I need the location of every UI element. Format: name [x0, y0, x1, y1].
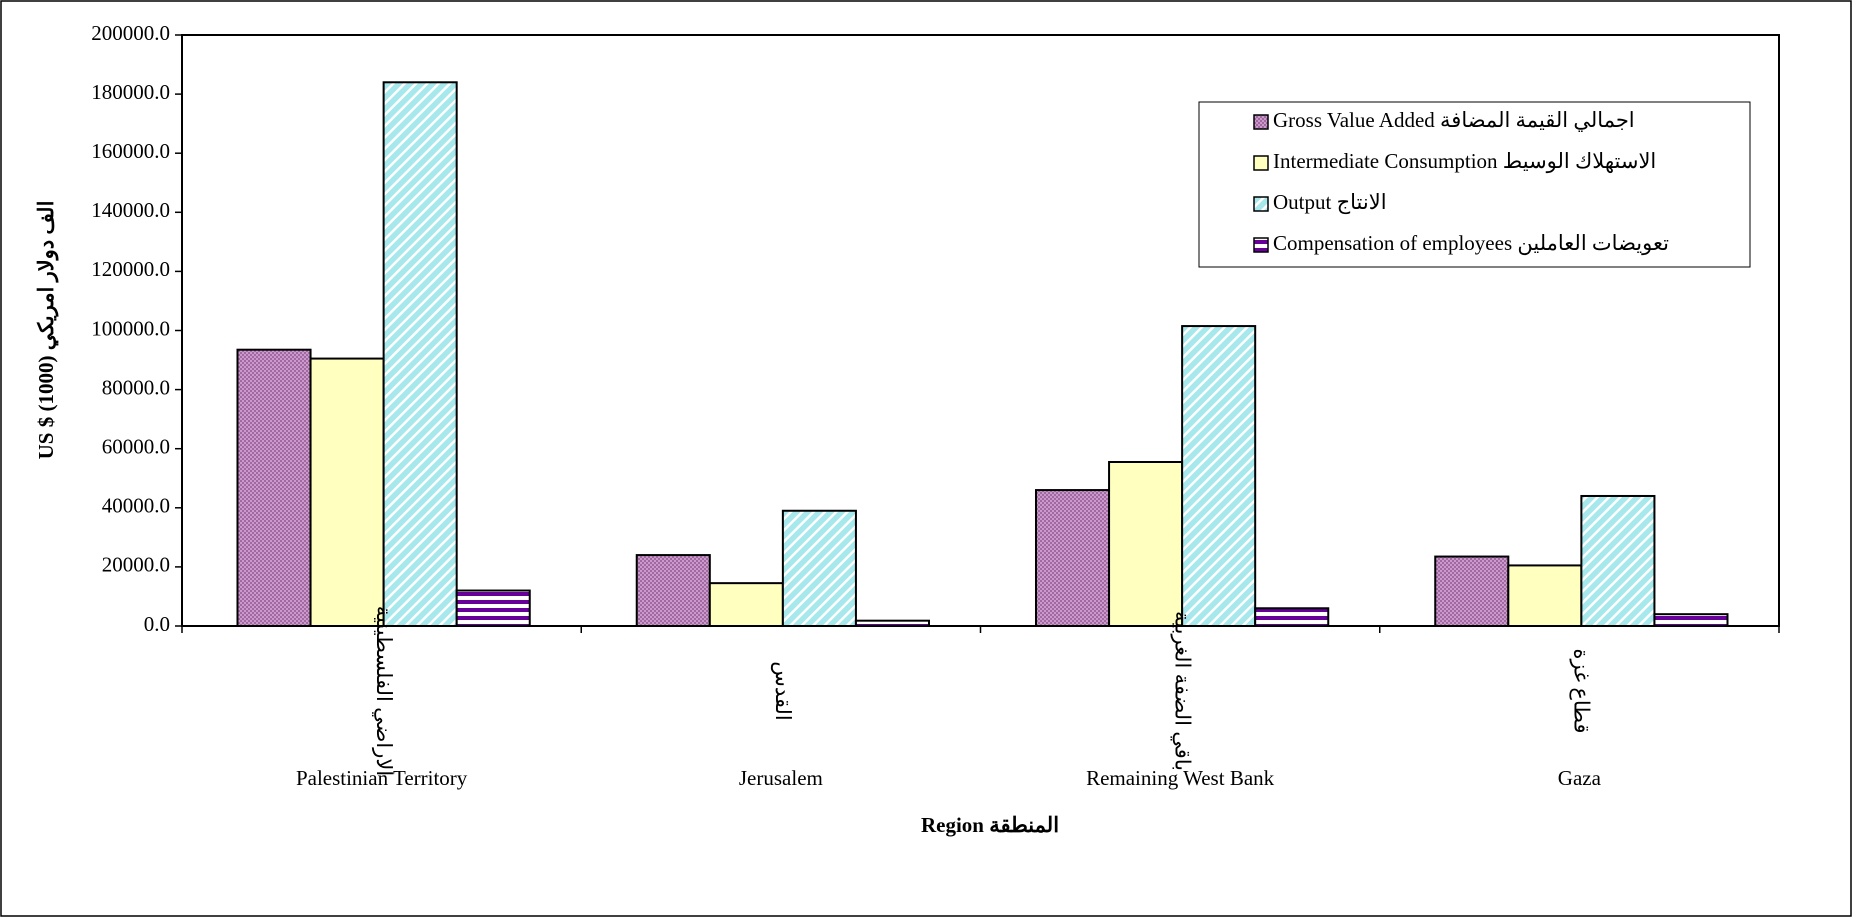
y-tick-label: 20000.0: [102, 553, 170, 577]
y-tick-label: 200000.0: [91, 21, 170, 45]
y-tick-label: 180000.0: [91, 80, 170, 104]
legend-label: Compensation of employees تعويضات العامل…: [1273, 231, 1669, 256]
y-tick-label: 80000.0: [102, 375, 170, 399]
bar: [708, 582, 784, 628]
legend-label: Intermediate Consumption الاستهلاك الوسي…: [1273, 149, 1656, 174]
legend-swatch: [1253, 196, 1269, 212]
legend-label: Output الانتاج: [1273, 190, 1387, 215]
legend-swatch: [1253, 237, 1269, 253]
legend-label: Gross Value Added اجمالي القيمة المضافة: [1273, 108, 1635, 132]
y-tick-label: 0.0: [144, 612, 170, 636]
bar: [1434, 555, 1510, 627]
x-tick-label: Gaza: [1558, 766, 1602, 790]
bar: [1254, 607, 1330, 628]
bar: [1653, 613, 1729, 627]
bar: [382, 81, 458, 627]
legend-swatch: [1253, 155, 1269, 171]
y-tick-label: 140000.0: [91, 198, 170, 222]
bar: [781, 509, 857, 628]
bar: [635, 554, 711, 628]
y-tick-label: 100000.0: [91, 316, 170, 340]
bar: [1181, 325, 1257, 627]
x-tick-label-ar: باقي الضفة الغربية: [1169, 611, 1194, 771]
x-tick-label-ar: القدس: [770, 661, 795, 721]
legend-swatch: [1253, 114, 1269, 130]
bar: [1580, 494, 1656, 628]
bar: [1034, 489, 1111, 627]
y-axis-title: US $ (1000) الف دولار امريكي: [34, 201, 59, 460]
bar: [455, 589, 531, 627]
x-tick-label-ar: الاراضي الفلسطينية: [371, 606, 396, 776]
bar: [854, 619, 930, 628]
x-tick-label: Jerusalem: [739, 766, 823, 790]
bar: [1507, 564, 1583, 627]
y-tick-label: 40000.0: [102, 494, 170, 518]
y-tick-label: 60000.0: [102, 435, 170, 459]
y-tick-label: 120000.0: [91, 257, 170, 281]
x-axis-title: Region المنطقة: [921, 813, 1059, 837]
x-tick-label: Remaining West Bank: [1086, 766, 1275, 790]
bar: [309, 357, 385, 627]
x-tick-label-ar: قطاع غزة: [1569, 648, 1594, 733]
bar: [1108, 460, 1184, 627]
legend-box: [1198, 101, 1751, 268]
y-tick-label: 160000.0: [91, 139, 170, 163]
x-tick-label: Palestinian Territory: [296, 766, 468, 790]
bar: [236, 348, 312, 627]
